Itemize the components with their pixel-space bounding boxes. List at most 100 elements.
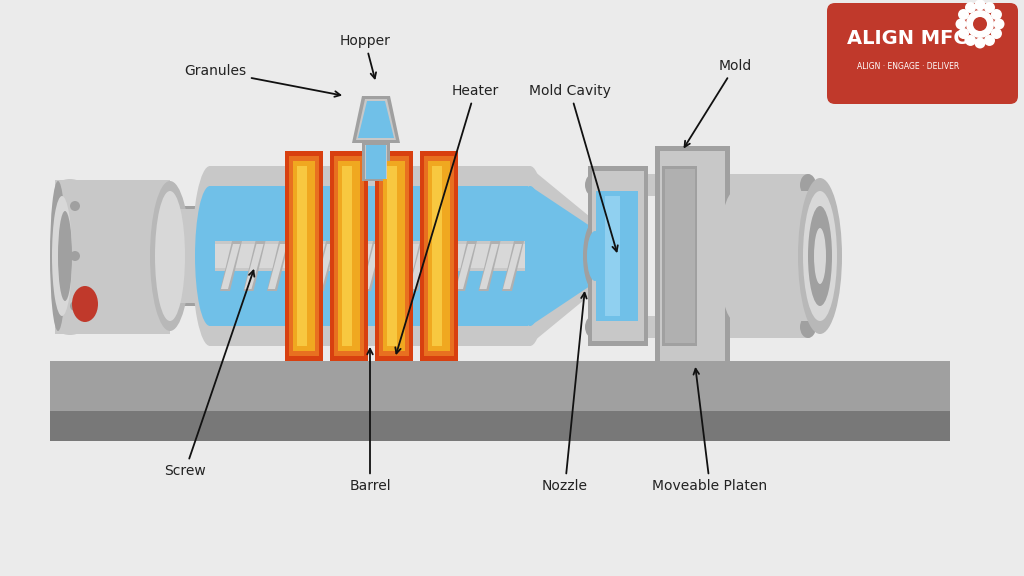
- Polygon shape: [358, 101, 394, 138]
- Bar: [588, 166, 648, 346]
- Bar: [168, 209, 212, 303]
- Ellipse shape: [803, 191, 837, 321]
- Ellipse shape: [55, 315, 85, 335]
- Ellipse shape: [808, 206, 831, 306]
- Bar: [297, 166, 307, 346]
- Bar: [285, 151, 323, 361]
- Ellipse shape: [512, 166, 548, 346]
- Polygon shape: [338, 241, 359, 291]
- Ellipse shape: [955, 18, 967, 29]
- Bar: [383, 161, 406, 351]
- Ellipse shape: [585, 316, 601, 338]
- Bar: [662, 166, 697, 346]
- Polygon shape: [479, 244, 499, 289]
- Polygon shape: [432, 244, 452, 289]
- Ellipse shape: [993, 18, 1005, 29]
- Ellipse shape: [975, 37, 985, 48]
- Ellipse shape: [958, 28, 969, 39]
- Ellipse shape: [991, 28, 1001, 39]
- Text: Nozzle: Nozzle: [542, 293, 588, 493]
- Bar: [590, 316, 810, 338]
- Bar: [375, 151, 413, 361]
- Bar: [735, 191, 820, 321]
- Polygon shape: [361, 241, 383, 291]
- Ellipse shape: [70, 301, 80, 311]
- Bar: [338, 161, 360, 351]
- Polygon shape: [244, 241, 265, 291]
- Polygon shape: [478, 241, 501, 291]
- Text: ALIGN MFG: ALIGN MFG: [847, 28, 970, 47]
- Ellipse shape: [55, 179, 85, 199]
- Ellipse shape: [798, 178, 842, 334]
- Polygon shape: [220, 241, 242, 291]
- Ellipse shape: [70, 201, 80, 211]
- Bar: [215, 244, 525, 268]
- Text: Granules: Granules: [184, 64, 340, 97]
- Polygon shape: [384, 241, 407, 291]
- Bar: [660, 151, 725, 361]
- Bar: [596, 191, 638, 321]
- Polygon shape: [409, 244, 428, 289]
- Bar: [50, 361, 950, 416]
- Bar: [210, 186, 530, 326]
- Text: Barrel: Barrel: [349, 349, 391, 493]
- Ellipse shape: [583, 221, 607, 291]
- Ellipse shape: [958, 9, 969, 20]
- Ellipse shape: [515, 186, 545, 326]
- Ellipse shape: [155, 191, 185, 321]
- Bar: [424, 156, 454, 356]
- Bar: [210, 166, 530, 346]
- Polygon shape: [339, 244, 357, 289]
- Ellipse shape: [984, 35, 995, 46]
- Polygon shape: [362, 244, 381, 289]
- Ellipse shape: [72, 286, 98, 322]
- Bar: [590, 174, 810, 196]
- Ellipse shape: [150, 181, 190, 331]
- Polygon shape: [503, 244, 522, 289]
- Bar: [387, 166, 397, 346]
- Polygon shape: [292, 244, 310, 289]
- Polygon shape: [530, 186, 590, 326]
- Bar: [432, 166, 442, 346]
- Ellipse shape: [984, 2, 995, 13]
- Bar: [330, 151, 368, 361]
- Polygon shape: [315, 244, 334, 289]
- Ellipse shape: [800, 174, 816, 196]
- Ellipse shape: [195, 186, 225, 326]
- Bar: [655, 146, 730, 366]
- Polygon shape: [314, 241, 336, 291]
- Polygon shape: [245, 244, 263, 289]
- Ellipse shape: [719, 191, 751, 321]
- Bar: [379, 156, 409, 356]
- Ellipse shape: [193, 166, 228, 346]
- Ellipse shape: [965, 2, 976, 13]
- Bar: [366, 145, 386, 179]
- Polygon shape: [456, 244, 475, 289]
- Polygon shape: [268, 244, 287, 289]
- Polygon shape: [408, 241, 430, 291]
- Bar: [365, 145, 387, 179]
- Bar: [428, 161, 450, 351]
- Polygon shape: [431, 241, 454, 291]
- Polygon shape: [221, 244, 240, 289]
- Bar: [420, 151, 458, 361]
- Text: Mold: Mold: [684, 59, 752, 147]
- Polygon shape: [528, 166, 595, 346]
- Polygon shape: [352, 96, 400, 143]
- Bar: [293, 161, 315, 351]
- Bar: [55, 180, 170, 198]
- Polygon shape: [267, 241, 289, 291]
- Ellipse shape: [965, 35, 976, 46]
- Bar: [50, 411, 950, 441]
- Bar: [342, 166, 352, 346]
- Bar: [592, 171, 644, 341]
- Bar: [215, 241, 525, 271]
- Bar: [362, 143, 390, 181]
- Ellipse shape: [800, 316, 816, 338]
- Polygon shape: [356, 99, 396, 140]
- Polygon shape: [455, 241, 477, 291]
- Bar: [165, 206, 215, 306]
- Text: Mold Cavity: Mold Cavity: [529, 84, 617, 251]
- Ellipse shape: [814, 228, 826, 284]
- Ellipse shape: [966, 10, 994, 38]
